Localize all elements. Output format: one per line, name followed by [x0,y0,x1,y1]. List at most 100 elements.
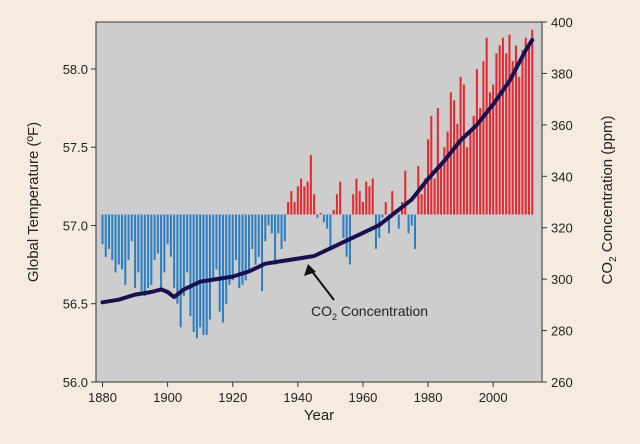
x-tick-label: 1940 [283,390,312,405]
right-tick-label: 320 [551,221,573,236]
temperature-bar [293,202,296,215]
temperature-bar [397,214,400,229]
temperature-bar [221,214,224,323]
temperature-bar [381,214,384,218]
temperature-bar [440,162,443,215]
temperature-bar [498,45,501,215]
right-axis-label-part: CO [599,262,616,285]
x-tick-label: 2000 [479,390,508,405]
temperature-bar [300,178,303,215]
temperature-bar [313,194,316,215]
temperature-bar [453,100,456,215]
temperature-bar [234,214,237,260]
left-axis-ticks: 56.0 56.5 57.0 57.5 58.0 [63,62,96,390]
temperature-bar [163,214,166,273]
temperature-bar [134,214,137,289]
temperature-bar [436,108,439,215]
temperature-bar [485,37,488,215]
annotation-arrow-head [304,264,316,276]
temperature-bar [104,214,107,257]
temperature-bar [511,61,514,215]
temperature-bar [326,214,329,229]
temperature-bar [124,214,127,285]
temperature-bar [404,170,407,215]
temperature-bar [225,214,228,304]
temperature-bar [195,214,198,339]
temperature-bar [482,61,485,215]
temperature-bar [407,214,410,234]
temperature-bar [430,115,433,215]
temperature-bar [352,194,355,215]
temperature-bar [117,214,120,265]
temperature-bar [189,214,192,317]
temperature-bar [329,214,332,249]
temperature-bar [108,214,111,249]
temperature-bar [248,214,251,273]
right-axis-label: CO2 Concentration (ppm) [599,116,619,285]
temperature-bar [508,34,511,215]
temperature-bar [179,214,182,328]
temperature-bar [166,214,169,245]
right-axis-label-part: Concentration (ppm) [599,116,616,257]
temperature-bar [251,214,254,249]
temperature-bar [420,194,423,215]
temperature-bars [101,29,534,339]
temperature-bar [182,214,185,296]
temperature-bar [280,214,283,249]
right-axis-ticks: 260 280 300 320 340 360 380 400 [542,15,573,390]
x-tick-label: 1920 [218,390,247,405]
x-tick-label: 1880 [88,390,117,405]
temperature-bar [459,76,462,215]
temperature-bar [335,194,338,215]
x-axis-ticks: 1880 1900 1920 1940 1960 1980 2000 [88,382,508,405]
temperature-bar [469,131,472,215]
temperature-bar [264,214,267,242]
x-tick-label: 1900 [153,390,182,405]
temperature-bar [361,202,364,215]
right-tick-label: 260 [551,375,573,390]
temperature-bar [287,202,290,215]
temperature-bar [244,214,247,281]
temperature-bar [241,214,244,285]
temperature-bar [143,214,146,296]
x-tick-label: 1980 [414,390,443,405]
temperature-bar [514,45,517,215]
temperature-bar [443,147,446,215]
left-tick-label: 57.0 [63,218,88,233]
left-tick-label: 56.0 [63,375,88,390]
temperature-bar [254,214,257,265]
annotation-part: CO [311,303,332,319]
temperature-bar [274,214,277,265]
temperature-bar [316,214,319,218]
temperature-bar [121,214,124,270]
left-tick-label: 56.5 [63,297,88,312]
right-tick-label: 400 [551,15,573,30]
temperature-bar [466,147,469,215]
temperature-bar [456,123,459,215]
x-axis-label: Year [304,407,334,424]
temperature-bar [202,214,205,336]
temperature-bar [127,214,130,260]
temperature-bar [270,214,273,234]
temperature-bar [208,214,211,320]
right-axis-label-subscript: 2 [608,256,619,262]
temperature-bar [410,214,413,226]
temperature-bar [186,214,189,273]
annotation-subscript: 2 [332,312,337,322]
temperature-bar [238,214,241,289]
right-tick-label: 280 [551,324,573,339]
temperature-bar [355,178,358,215]
temperature-bar [332,209,335,215]
temperature-bar [374,214,377,249]
temperature-bar [296,186,299,215]
right-tick-label: 340 [551,169,573,184]
temperature-bar [472,115,475,215]
temperature-bar [505,53,508,215]
temperature-bar [111,214,114,260]
temperature-bar [306,181,309,215]
co2-concentration-line [100,38,535,305]
temperature-bar [446,131,449,215]
temperature-bar [101,214,104,245]
temperature-bar [169,214,172,257]
right-tick-label: 380 [551,66,573,81]
